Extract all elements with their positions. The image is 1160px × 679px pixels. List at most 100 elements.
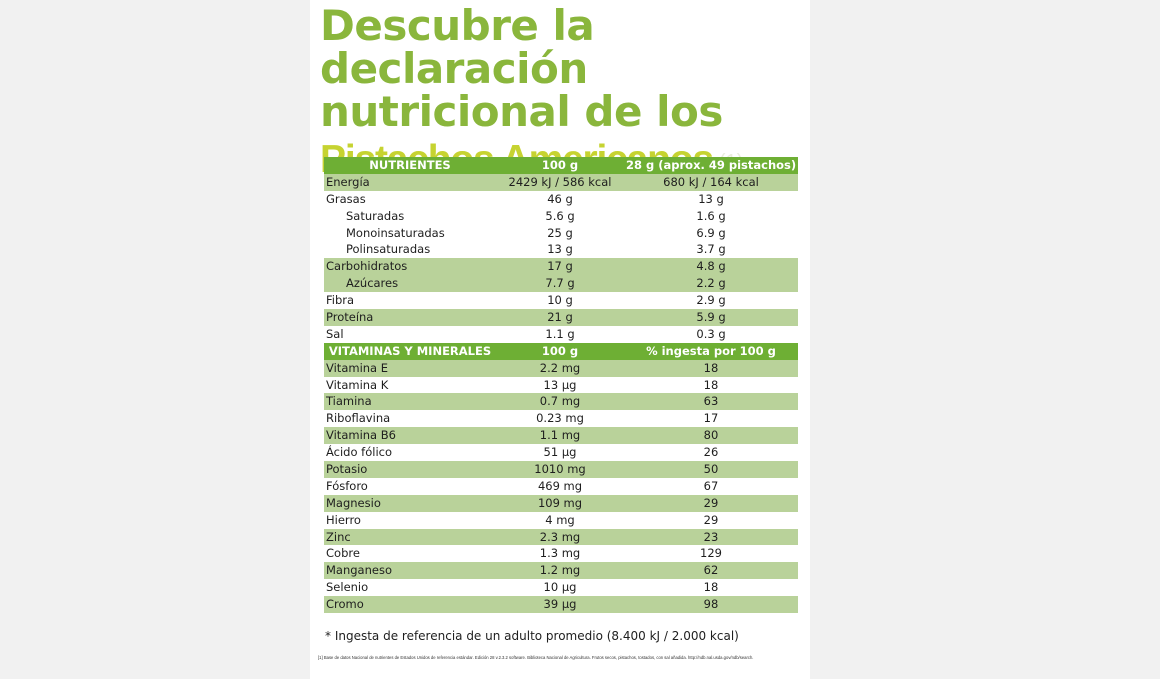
value-100g: 1.1 mg xyxy=(496,427,624,445)
value-28g: 6.9 g xyxy=(696,225,726,240)
table-row: Vitamina K 13 µg 18 xyxy=(324,377,798,394)
value-100g: 4 mg xyxy=(545,512,575,527)
nutrition-sheet: Descubre la declaración nutricional de l… xyxy=(310,0,810,679)
table-row: Saturadas 5.6 g 1.6 g xyxy=(324,208,798,225)
nutrient-name: Grasas xyxy=(326,191,366,206)
value-100g: 39 µg xyxy=(496,596,624,614)
title-line-1: Descubre la declaración xyxy=(320,1,595,93)
nutrient-name: Monoinsaturadas xyxy=(346,225,445,240)
table-row: Manganeso 1.2 mg 62 xyxy=(324,562,798,580)
nutrient-name: Carbohidratos xyxy=(324,258,496,276)
percent-intake: 80 xyxy=(624,427,798,445)
table-row: Tiamina 0.7 mg 63 xyxy=(324,393,798,411)
header-28g: 28 g (aprox. 49 pistachos) xyxy=(624,157,798,174)
table-row: Azúcares 7.7 g 2.2 g xyxy=(324,275,798,293)
nutrient-name: Energía xyxy=(324,173,496,191)
value-100g: 1.2 mg xyxy=(496,562,624,580)
title-line-2: nutricional de los xyxy=(320,87,723,136)
table-row: Carbohidratos 17 g 4.8 g xyxy=(324,258,798,276)
table-row: Selenio 10 µg 18 xyxy=(324,579,798,596)
value-100g: 25 g xyxy=(547,225,573,240)
header-vitamins: VITAMINAS Y MINERALES xyxy=(324,342,496,360)
table-row: Energía 2429 kJ / 586 kcal 680 kJ / 164 … xyxy=(324,173,798,191)
percent-intake: 18 xyxy=(703,377,719,392)
table-row: Zinc 2.3 mg 23 xyxy=(324,528,798,546)
percent-intake: 23 xyxy=(624,528,798,546)
percent-intake: 63 xyxy=(624,393,798,411)
value-28g: 0.3 g xyxy=(696,326,726,341)
table-row: Vitamina E 2.2 mg 18 xyxy=(324,359,798,377)
value-100g: 46 g xyxy=(547,191,573,206)
percent-intake: 18 xyxy=(624,359,798,377)
table-row: Cromo 39 µg 98 xyxy=(324,596,798,614)
reference-intake-note: * Ingesta de referencia de un adulto pro… xyxy=(325,629,739,643)
table-row: Cobre 1.3 mg 129 xyxy=(324,545,798,562)
value-100g: 7.7 g xyxy=(496,275,624,293)
table-row: Sal 1.1 g 0.3 g xyxy=(324,326,798,343)
vitamin-name: Vitamina B6 xyxy=(324,427,496,445)
table-row: Polinsaturadas 13 g 3.7 g xyxy=(324,241,798,258)
header-nutrients: NUTRIENTES xyxy=(324,157,496,174)
value-28g: 3.7 g xyxy=(696,242,726,257)
percent-intake: 29 xyxy=(703,512,719,527)
percent-intake: 129 xyxy=(700,546,722,561)
vitamin-name: Fósforo xyxy=(326,478,368,493)
value-100g: 1.1 g xyxy=(545,326,575,341)
value-100g: 21 g xyxy=(496,309,624,326)
percent-intake: 98 xyxy=(624,596,798,614)
value-100g: 469 mg xyxy=(537,478,583,493)
nutrition-table: NUTRIENTES 100 g 28 g (aprox. 49 pistach… xyxy=(324,157,798,614)
value-28g: 1.6 g xyxy=(696,208,726,223)
value-100g: 2.2 mg xyxy=(496,359,624,377)
value-100g: 13 g xyxy=(547,242,573,257)
percent-intake: 17 xyxy=(703,411,719,426)
header-percent-intake: % ingesta por 100 g xyxy=(624,342,798,360)
value-100g: 13 µg xyxy=(543,377,577,392)
vitamin-name: Hierro xyxy=(326,512,361,527)
value-28g: 13 g xyxy=(698,191,724,206)
table-row: Grasas 46 g 13 g xyxy=(324,191,798,208)
table-row: Ácido fólico 51 µg 26 xyxy=(324,444,798,461)
percent-intake: 67 xyxy=(703,478,719,493)
percent-intake: 26 xyxy=(703,445,719,460)
table-row: Riboflavina 0.23 mg 17 xyxy=(324,410,798,427)
vitamin-name: Zinc xyxy=(324,528,496,546)
table-row: Proteína 21 g 5.9 g xyxy=(324,309,798,326)
value-100g: 0.23 mg xyxy=(536,411,584,426)
nutrients-header-row: NUTRIENTES 100 g 28 g (aprox. 49 pistach… xyxy=(324,157,798,174)
value-100g: 0.7 mg xyxy=(496,393,624,411)
source-footnote: [1] Base de datos Nacional de nutrientes… xyxy=(318,655,754,660)
nutrient-name: Polinsaturadas xyxy=(346,242,431,257)
vitamins-header-row: VITAMINAS Y MINERALES 100 g % ingesta po… xyxy=(324,342,798,360)
nutrient-name: Saturadas xyxy=(346,208,405,223)
value-100g: 5.6 g xyxy=(545,208,575,223)
table-row: Potasio 1010 mg 50 xyxy=(324,461,798,478)
value-100g: 10 g xyxy=(547,293,573,308)
nutrient-name: Sal xyxy=(326,326,344,341)
value-100g: 17 g xyxy=(496,258,624,276)
value-100g: 1.3 mg xyxy=(539,546,581,561)
value-28g: 680 kJ / 164 kcal xyxy=(624,173,798,191)
table-row: Hierro 4 mg 29 xyxy=(324,512,798,529)
percent-intake: 50 xyxy=(624,461,798,478)
value-28g: 2.9 g xyxy=(696,293,726,308)
value-28g: 4.8 g xyxy=(624,258,798,276)
table-row: Magnesio 109 mg 29 xyxy=(324,494,798,512)
nutrient-name: Proteína xyxy=(324,309,496,326)
value-100g: 2.3 mg xyxy=(496,528,624,546)
table-row: Monoinsaturadas 25 g 6.9 g xyxy=(324,225,798,242)
value-100g: 10 µg xyxy=(543,580,577,595)
table-row: Fibra 10 g 2.9 g xyxy=(324,292,798,309)
nutrient-name: Fibra xyxy=(326,293,355,308)
vitamin-name: Tiamina xyxy=(324,393,496,411)
vitamin-name: Vitamina K xyxy=(326,377,389,392)
vitamin-name: Cromo xyxy=(324,596,496,614)
vitamin-name: Cobre xyxy=(326,546,360,561)
vitamin-name: Ácido fólico xyxy=(326,445,393,460)
value-100g: 51 µg xyxy=(543,445,577,460)
vitamin-name: Selenio xyxy=(326,580,369,595)
table-row: Vitamina B6 1.1 mg 80 xyxy=(324,427,798,445)
table-row: Fósforo 469 mg 67 xyxy=(324,478,798,495)
nutrient-name: Azúcares xyxy=(324,275,496,293)
header-100g: 100 g xyxy=(496,157,624,174)
